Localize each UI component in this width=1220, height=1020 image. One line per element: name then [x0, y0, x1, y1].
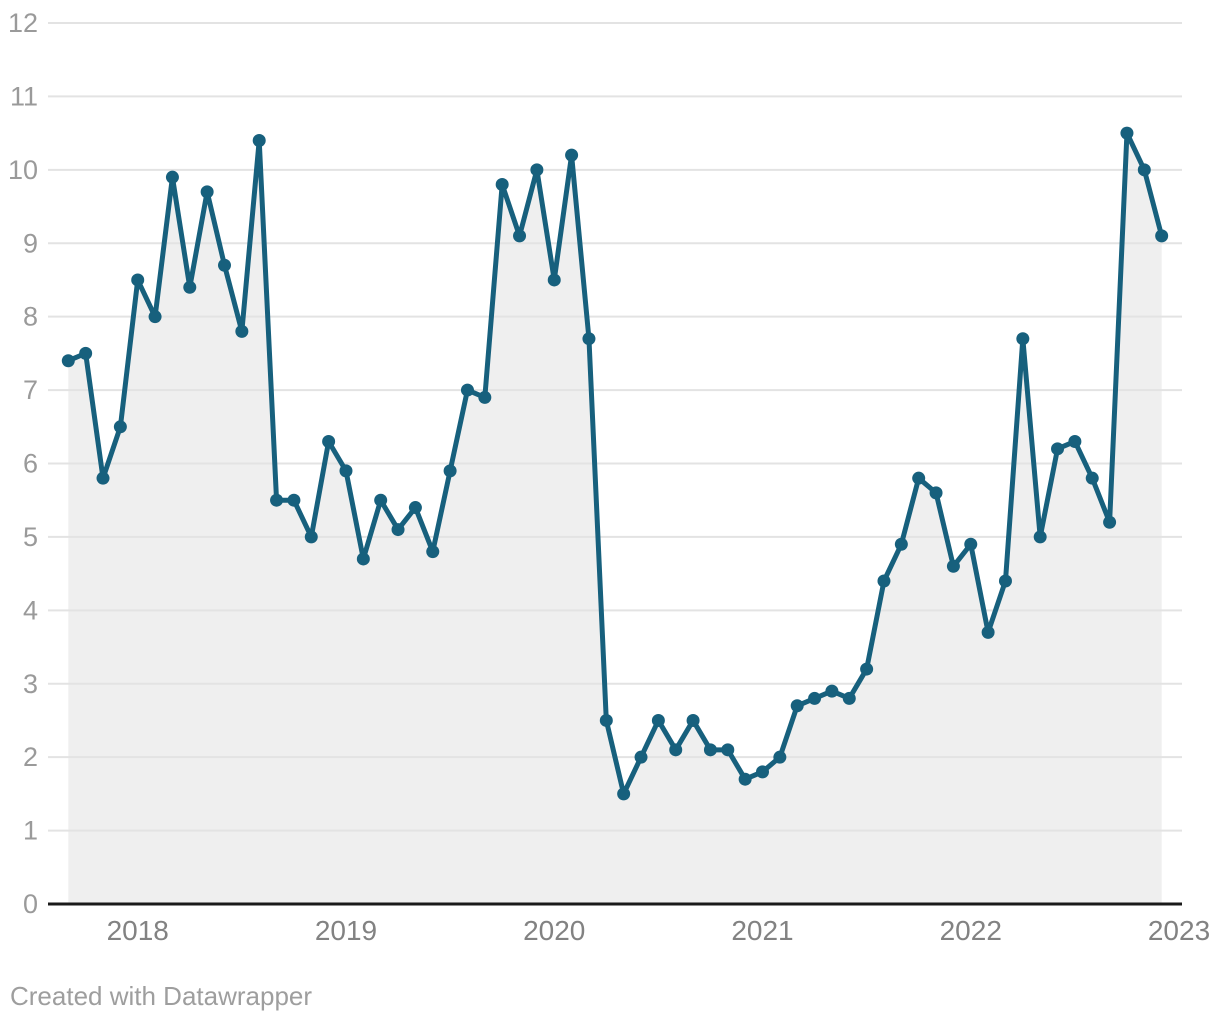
- data-point[interactable]: [773, 750, 787, 764]
- data-point[interactable]: [721, 743, 735, 757]
- data-point[interactable]: [1120, 126, 1134, 140]
- data-point[interactable]: [842, 691, 856, 705]
- data-point[interactable]: [877, 574, 891, 588]
- x-tick-label-2020: 2020: [523, 915, 585, 946]
- x-tick-label-2022: 2022: [940, 915, 1002, 946]
- y-tick-label-12: 12: [8, 8, 38, 38]
- data-point[interactable]: [235, 324, 249, 338]
- data-point[interactable]: [1155, 229, 1169, 243]
- data-point[interactable]: [634, 750, 648, 764]
- data-point[interactable]: [1137, 163, 1151, 177]
- data-point[interactable]: [113, 420, 127, 434]
- x-tick-label-2018: 2018: [107, 915, 169, 946]
- data-point[interactable]: [1085, 471, 1099, 485]
- data-point[interactable]: [183, 280, 197, 294]
- y-tick-label-11: 11: [10, 81, 38, 111]
- data-point[interactable]: [408, 501, 422, 515]
- y-tick-label-10: 10: [8, 155, 38, 185]
- data-point[interactable]: [998, 574, 1012, 588]
- data-point[interactable]: [1016, 332, 1030, 346]
- data-point[interactable]: [651, 713, 665, 727]
- data-point[interactable]: [530, 163, 544, 177]
- data-point[interactable]: [894, 537, 908, 551]
- data-point[interactable]: [929, 486, 943, 500]
- data-point[interactable]: [964, 537, 978, 551]
- data-point[interactable]: [495, 178, 509, 192]
- data-point[interactable]: [96, 471, 110, 485]
- y-tick-label-9: 9: [23, 228, 38, 258]
- data-point[interactable]: [808, 691, 822, 705]
- data-point[interactable]: [1051, 442, 1065, 456]
- data-point[interactable]: [547, 273, 561, 287]
- data-point[interactable]: [1103, 515, 1117, 529]
- y-tick-label-2: 2: [23, 742, 38, 772]
- data-point[interactable]: [981, 625, 995, 639]
- y-tick-label-8: 8: [23, 302, 38, 332]
- data-point[interactable]: [374, 493, 388, 507]
- data-point[interactable]: [565, 148, 579, 162]
- data-point[interactable]: [391, 523, 405, 537]
- data-line: [65, 130, 1165, 797]
- data-point[interactable]: [426, 545, 440, 559]
- data-point[interactable]: [339, 464, 353, 478]
- data-point[interactable]: [582, 332, 596, 346]
- y-tick-label-3: 3: [23, 669, 38, 699]
- data-point[interactable]: [322, 434, 336, 448]
- data-point[interactable]: [304, 530, 318, 544]
- data-point[interactable]: [200, 185, 214, 199]
- data-point[interactable]: [287, 493, 301, 507]
- y-tick-label-1: 1: [23, 816, 38, 846]
- area-fill: [68, 133, 1162, 904]
- data-point[interactable]: [738, 772, 752, 786]
- data-point[interactable]: [617, 787, 631, 801]
- data-point[interactable]: [460, 383, 474, 397]
- data-point[interactable]: [270, 493, 284, 507]
- data-point[interactable]: [478, 390, 492, 404]
- data-point[interactable]: [61, 354, 75, 368]
- data-point[interactable]: [443, 464, 457, 478]
- y-tick-label-7: 7: [23, 375, 38, 405]
- data-point[interactable]: [790, 699, 804, 713]
- data-point[interactable]: [912, 471, 926, 485]
- data-point[interactable]: [669, 743, 683, 757]
- data-point[interactable]: [356, 552, 370, 566]
- data-point[interactable]: [148, 310, 162, 324]
- x-tick-label-2023: 2023: [1148, 915, 1210, 946]
- data-point[interactable]: [252, 133, 266, 147]
- y-tick-label-0: 0: [23, 889, 38, 919]
- data-point[interactable]: [165, 170, 179, 184]
- data-point[interactable]: [513, 229, 527, 243]
- data-point[interactable]: [703, 743, 717, 757]
- data-point[interactable]: [825, 684, 839, 698]
- data-point[interactable]: [686, 713, 700, 727]
- data-point[interactable]: [756, 765, 769, 779]
- y-tick-label-4: 4: [23, 595, 38, 625]
- data-point[interactable]: [131, 273, 145, 287]
- data-point[interactable]: [860, 662, 874, 676]
- data-point[interactable]: [946, 559, 960, 573]
- x-tick-label-2019: 2019: [315, 915, 377, 946]
- data-point[interactable]: [1068, 434, 1082, 448]
- data-point[interactable]: [217, 258, 231, 272]
- data-point[interactable]: [599, 713, 613, 727]
- x-tick-label-2021: 2021: [731, 915, 793, 946]
- datawrapper-credit: Created with Datawrapper: [10, 981, 313, 1011]
- y-tick-label-6: 6: [23, 449, 38, 479]
- data-point[interactable]: [79, 346, 93, 360]
- data-point[interactable]: [1033, 530, 1047, 544]
- y-tick-label-5: 5: [23, 522, 38, 552]
